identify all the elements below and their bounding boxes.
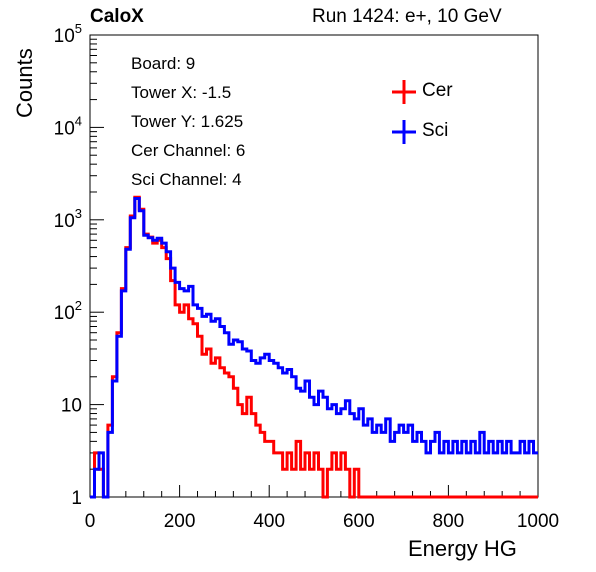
x-axis-title: Energy HG (408, 536, 517, 561)
axis-ticks: 0 200 400 600 800 1000 1 10 102 103 104 105 (54, 21, 560, 532)
x-tick-label: 200 (164, 511, 196, 532)
series-layer (90, 195, 538, 499)
info-line: Cer Channel: 6 (131, 141, 246, 160)
y-tick-label: 10 (61, 396, 82, 417)
y-tick-label: 102 (54, 298, 82, 324)
legend (392, 80, 416, 144)
x-tick-label: 800 (433, 511, 465, 532)
legend-label-cer: Cer (422, 80, 453, 101)
x-tick-label: 600 (343, 511, 375, 532)
info-line: Board: 9 (131, 54, 196, 73)
info-line: Sci Channel: 4 (131, 170, 242, 189)
y-tick-label: 104 (54, 113, 82, 139)
info-line: Tower X: -1.5 (131, 83, 232, 102)
y-tick-label: 1 (71, 488, 82, 509)
legend-label-sci: Sci (422, 120, 449, 141)
x-tick-label: 1000 (517, 511, 559, 532)
y-tick-label: 103 (54, 206, 82, 232)
y-tick-label: 105 (54, 21, 82, 47)
x-tick-label: 0 (85, 511, 96, 532)
collaboration-label: CaloX (90, 6, 144, 27)
info-line: Tower Y: 1.625 (131, 112, 244, 131)
x-tick-label: 400 (253, 511, 285, 532)
run-info-label: Run 1424: e+, 10 GeV (312, 6, 502, 27)
plot-frame (89, 34, 539, 498)
series-sci-line (90, 197, 538, 499)
